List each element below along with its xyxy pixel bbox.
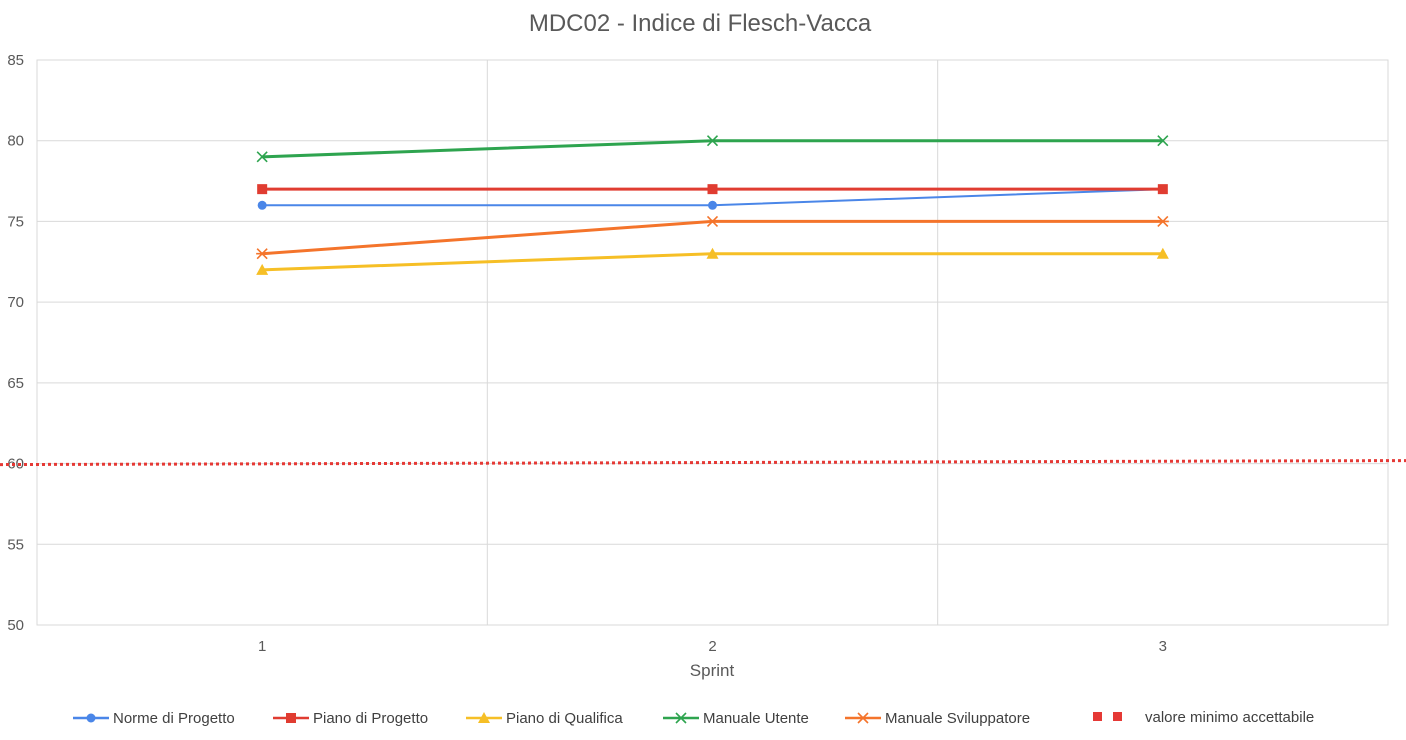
data-point-manuale-sviluppatore: [706, 215, 719, 227]
series-piano-di-qualifica: [256, 247, 1169, 275]
y-tick-label: 75: [7, 213, 24, 230]
legend-item-piano-di-qualifica: Piano di Qualifica: [466, 710, 623, 727]
series-line-manuale-utente: [262, 139, 1163, 159]
legend-label-norme-di-progetto: Norme di Progetto: [113, 710, 235, 727]
legend-marker-norme-di-progetto: [86, 713, 96, 723]
threshold-dotted-line: [0, 459, 1406, 467]
data-point-piano-di-progetto: [1157, 184, 1168, 195]
series-group: [256, 135, 1169, 275]
y-tick-label: 70: [7, 294, 24, 311]
legend: Norme di Progetto Piano di Progetto Piano …: [73, 709, 1314, 727]
legend-threshold-dot: [1093, 712, 1102, 721]
legend-marker-piano-di-progetto: [286, 713, 296, 723]
legend-label-piano-di-progetto: Piano di Progetto: [313, 710, 428, 727]
x-tick-label: 3: [1159, 638, 1167, 655]
data-point-manuale-utente: [1157, 135, 1169, 147]
chart-title: MDC02 - Indice di Flesch-Vacca: [529, 10, 872, 37]
threshold-line: [0, 459, 1406, 467]
series-piano-di-progetto: [257, 184, 1168, 195]
data-point-norme-di-progetto: [257, 200, 267, 210]
data-point-piano-di-progetto: [707, 184, 718, 195]
data-point-manuale-utente: [706, 135, 719, 147]
legend-threshold-dot: [1113, 712, 1122, 721]
legend-label-manuale-sviluppatore: Manuale Sviluppatore: [885, 710, 1030, 727]
legend-label-threshold: valore minimo accettabile: [1145, 709, 1314, 726]
data-point-piano-di-qualifica: [1156, 247, 1169, 259]
y-tick-label: 60: [7, 456, 24, 473]
legend-item-norme-di-progetto: Norme di Progetto: [73, 710, 235, 727]
data-point-manuale-sviluppatore: [256, 248, 269, 260]
plot-area-border: [36, 59, 1389, 626]
x-tick-label: 1: [258, 638, 266, 655]
legend-item-threshold: valore minimo accettabile: [1093, 709, 1314, 726]
data-point-piano-di-progetto: [257, 184, 268, 195]
legend-item-piano-di-progetto: Piano di Progetto: [273, 710, 428, 727]
data-point-manuale-sviluppatore: [1156, 215, 1169, 227]
legend-item-manuale-sviluppatore: Manuale Sviluppatore: [845, 710, 1030, 727]
legend-marker-manuale-utente: [675, 712, 687, 724]
series-manuale-sviluppatore: [256, 215, 1169, 260]
data-point-piano-di-qualifica: [706, 247, 719, 259]
data-point-piano-di-qualifica: [256, 263, 269, 275]
x-tick-label: 2: [708, 638, 716, 655]
data-point-norme-di-progetto: [708, 200, 717, 210]
y-tick-label: 55: [7, 536, 24, 553]
legend-label-piano-di-qualifica: Piano di Qualifica: [506, 710, 623, 727]
y-tick-label: 85: [7, 52, 24, 69]
legend-marker-piano-di-qualifica: [478, 712, 490, 723]
y-tick-label: 50: [7, 617, 24, 634]
legend-marker-manuale-sviluppatore: [857, 712, 869, 724]
x-axis-title: Sprint: [690, 661, 735, 680]
series-manuale-utente: [256, 135, 1169, 163]
grid: [36, 59, 1389, 626]
x-axis-ticks: 1 2 3: [258, 638, 1167, 655]
y-axis-ticks: 50 55 60 65 70 75 80 85: [7, 52, 24, 634]
legend-label-manuale-utente: Manuale Utente: [703, 710, 809, 727]
y-tick-label: 80: [7, 133, 24, 150]
data-point-manuale-utente: [256, 151, 268, 163]
legend-item-manuale-utente: Manuale Utente: [663, 710, 809, 727]
y-tick-label: 65: [7, 375, 24, 392]
